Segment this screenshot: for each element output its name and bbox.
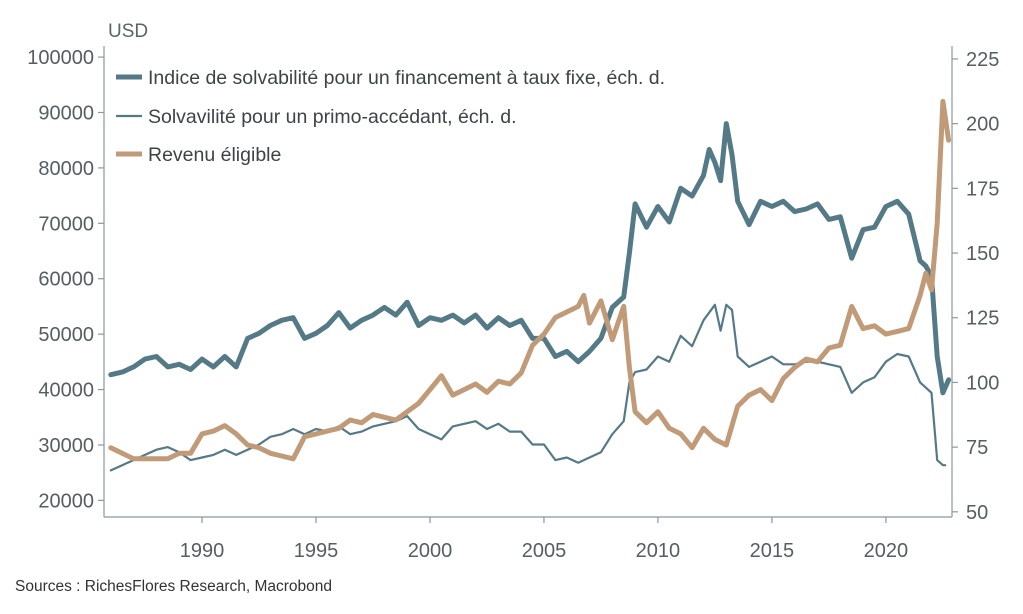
legend-label-first-time-buyer: Solvavilité pour un primo-accédant, éch.…: [148, 106, 517, 128]
right-tick-label: 225: [966, 49, 999, 71]
legend-item-fixed-rate: Indice de solvabilité pour un financemen…: [116, 67, 665, 89]
left-tick-label: 20000: [38, 490, 94, 512]
legend-label-fixed-rate: Indice de solvabilité pour un financemen…: [148, 67, 665, 89]
left-tick-label: 30000: [38, 435, 94, 457]
right-tick-label: 175: [966, 178, 999, 200]
right-tick-label: 50: [966, 502, 988, 524]
x-tick-label: 2020: [864, 540, 909, 562]
series-first-time-buyer-affordability: [109, 303, 947, 472]
right-tick-label: 150: [966, 243, 999, 265]
left-tick-label: 40000: [38, 380, 94, 402]
x-tick-label: 1995: [294, 540, 339, 562]
left-tick-label: 90000: [38, 102, 94, 124]
series-eligible-income: [108, 98, 952, 462]
left-tick-label: 50000: [38, 324, 94, 346]
left-tick-label: 60000: [38, 269, 94, 291]
left-axis-ticks: 20000 30000 40000 50000 60000 70000 80000 90000…: [27, 47, 104, 512]
right-tick-label: 100: [966, 372, 999, 394]
x-tick-label: 2000: [408, 540, 453, 562]
x-tick-label: 1990: [180, 540, 225, 562]
x-tick-label: 2010: [636, 540, 681, 562]
left-tick-label: 70000: [38, 213, 94, 235]
right-axis-ticks: 50 75 100 125 150 175 200 225: [952, 49, 999, 524]
left-tick-label: 100000: [27, 47, 94, 69]
unit-label: USD: [108, 21, 148, 42]
right-tick-label: 125: [966, 308, 999, 330]
right-tick-label: 75: [966, 437, 988, 459]
right-tick-label: 200: [966, 114, 999, 136]
x-axis-ticks: 1990 1995 2000 2005 2010 2015 2020: [180, 517, 908, 562]
x-tick-label: 2015: [750, 540, 795, 562]
series-fixed-rate-affordability: [108, 121, 952, 396]
legend: Indice de solvabilité pour un financemen…: [116, 67, 665, 166]
legend-label-eligible-income: Revenu éligible: [148, 144, 281, 166]
left-tick-label: 80000: [38, 158, 94, 180]
source-note: Sources : RichesFlores Research, Macrobo…: [15, 578, 332, 595]
legend-item-eligible-income: Revenu éligible: [116, 144, 281, 166]
legend-item-first-time-buyer: Solvavilité pour un primo-accédant, éch.…: [116, 106, 517, 128]
series-layer: [108, 98, 952, 472]
x-tick-label: 2005: [522, 540, 567, 562]
